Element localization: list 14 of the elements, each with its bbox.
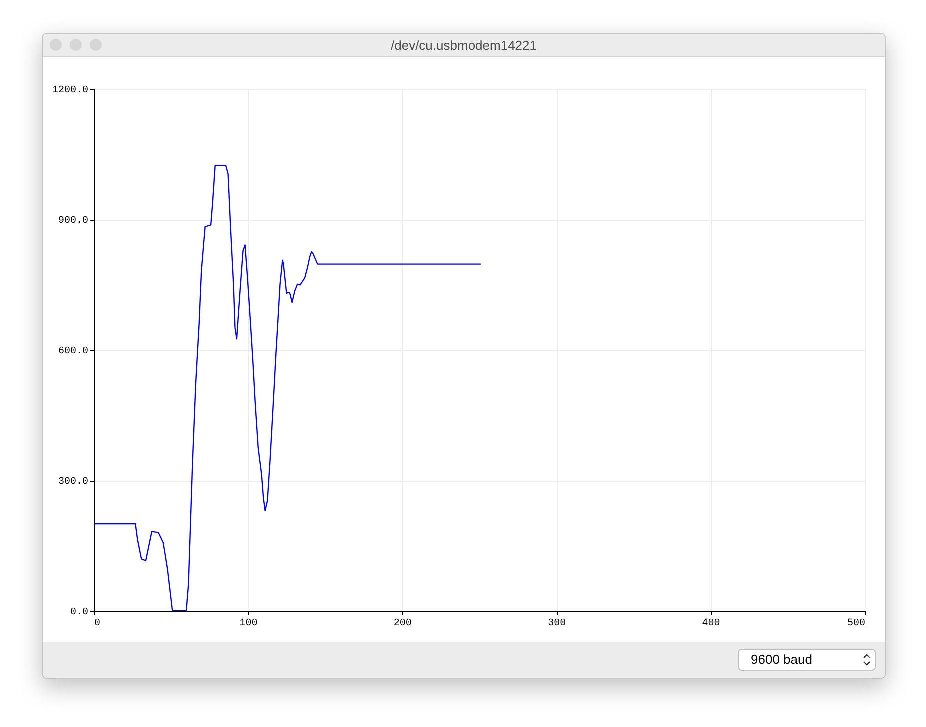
y-tick-label: 1200.0: [52, 86, 88, 96]
text: 9600 baud: [751, 651, 812, 669]
x-tick-label: 300: [548, 618, 566, 630]
line-series: [94, 164, 482, 611]
chart-title: /dev/cu.usbmodem14221: [390, 38, 538, 53]
x-tick-label: 400: [702, 618, 720, 630]
x-tick-label: 0: [94, 618, 101, 630]
y-tick-label: 0.0: [70, 608, 88, 618]
y-tick-label: 600.0: [58, 346, 88, 358]
y-tick-label: 300.0: [58, 477, 88, 488]
y-tick-label: 900.0: [58, 216, 88, 227]
x-tick-label: 500: [847, 618, 866, 630]
x-tick-label: 200: [394, 618, 412, 630]
x-tick-label: 100: [240, 618, 258, 630]
